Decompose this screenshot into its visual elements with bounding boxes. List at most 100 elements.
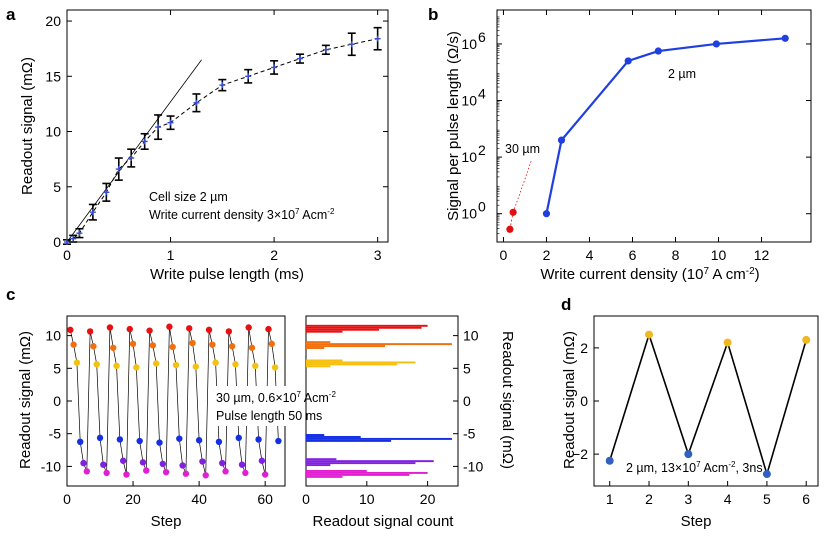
panel-c-annotation-line1: 30 µm, 0.6×107 Acm-2: [216, 390, 336, 405]
panel-c-data-point: [126, 325, 133, 333]
panel-b-data-point: [557, 136, 566, 144]
panel-c-histogram-bar: [306, 439, 392, 442]
panel-c-histogram-xtick-label: 20: [420, 491, 436, 507]
panel-c-data-point: [248, 344, 256, 351]
panel-c-histogram-ytick-label: 5: [463, 360, 471, 376]
panel-d-annotation: 2 µm, 13×107 Acm-2, 3ns: [626, 460, 763, 475]
panel-d-ytick-label: −2: [572, 446, 588, 462]
panel-letter-d: d: [561, 295, 571, 314]
panel-c-ytick-label: 5: [53, 360, 61, 376]
panel-c-xtick-label: 0: [63, 491, 71, 507]
panel-c-histogram-bar: [306, 343, 452, 346]
panel-a-ytick-label: 10: [45, 124, 61, 140]
panel-d-data-point: [605, 456, 614, 465]
panel-c-data-point: [152, 360, 160, 367]
panel-b-ytick-label: 10: [461, 206, 477, 222]
panel-c-histogram-bar: [306, 361, 416, 364]
panel-d-ylabel: Readout signal (mΩ): [561, 331, 578, 469]
panel-b-data-point: [712, 40, 720, 48]
panel-c-histogram-bar: [306, 434, 325, 436]
panel-c-data-point: [73, 359, 81, 366]
panel-c-data-point: [136, 437, 143, 445]
panel-b-30um-leader: [512, 159, 532, 213]
panel-c-data-point: [90, 343, 97, 350]
panel-c-histogram-bar: [306, 324, 428, 327]
panel-c-data-point: [83, 468, 91, 475]
panel-b-series-line-2um: [545, 37, 786, 214]
panel-c-data-point: [265, 325, 272, 333]
panel-c-annotation-line2: Pulse length 50 ms: [216, 409, 322, 423]
panel-d-xtick-label: 6: [802, 491, 810, 507]
panel-c-data-point: [228, 343, 236, 350]
panel-c-data-point: [186, 325, 193, 332]
panel-c-ytick-label: 10: [45, 328, 61, 344]
panel-c-annotation-bg: [212, 386, 342, 426]
panel-d-ytick-label: 2: [580, 340, 588, 356]
panel-c-data-point: [166, 323, 173, 330]
panel-c-data-point: [179, 462, 186, 469]
panel-d-xtick-label: 5: [763, 491, 771, 507]
panel-d-xtick-label: 1: [606, 491, 614, 507]
panel-c-histogram-bar: [306, 435, 361, 438]
panel-b-ytick-exponent: 0: [478, 199, 486, 215]
panel-c-data-point: [192, 363, 200, 370]
panel-a-ytick-label: 15: [45, 68, 61, 84]
panel-c-histogram-xtick-label: 10: [359, 491, 375, 507]
panel-c-ylabel: Readout signal (mΩ): [17, 331, 34, 469]
panel-b-data-point: [542, 210, 551, 218]
panel-c-histogram-ytick-label: -10: [463, 458, 483, 474]
panel-b-xlabel: Write current density (107 A cm-2): [540, 266, 759, 283]
panel-c-data-point: [252, 362, 259, 370]
panel-b-ytick-exponent: 4: [478, 86, 486, 102]
panel-c-data-point: [222, 468, 229, 475]
panel-c-data-point: [110, 344, 117, 351]
panel-c-data-point: [143, 467, 150, 474]
panel-letter-b: b: [428, 5, 438, 24]
panel-c-data-point: [67, 326, 74, 334]
panel-c-histogram-bar: [306, 341, 331, 344]
panel-b-data-point: [624, 57, 632, 65]
panel-c-xtick-label: 60: [257, 491, 273, 507]
panel-c-data-point: [232, 361, 239, 368]
panel-c-data-point: [172, 361, 180, 369]
panel-b-xtick-label: 0: [500, 247, 508, 263]
panel-c-data-point: [116, 436, 124, 443]
panel-c-xlabel: Step: [151, 513, 182, 530]
panel-c-data-point: [255, 436, 262, 443]
panel-a-ytick-label: 20: [45, 13, 61, 29]
panel-c-data-point: [275, 437, 282, 445]
panel-a-xtick-label: 1: [167, 247, 175, 263]
panel-a-linear-fit-line: [66, 59, 202, 243]
panel-c-histogram-bar: [306, 359, 343, 362]
panel-c-data-point: [86, 328, 94, 335]
panel-c-histogram-bar: [306, 471, 428, 474]
panel-c-histogram-ylabel: Readout signal (mΩ): [499, 331, 516, 469]
panel-c-data-point: [93, 361, 100, 368]
panel-c-data-point: [129, 340, 137, 348]
panel-c-data-point: [205, 326, 213, 334]
panel-c-histogram-ytick-label: 10: [463, 328, 479, 344]
panel-c-data-point: [268, 340, 275, 348]
panel-c-data-point: [189, 339, 196, 347]
panel-b-ytick-label: 10: [461, 149, 477, 165]
panel-c-xtick-label: 40: [191, 491, 207, 507]
panel-c-histogram-bar: [306, 475, 343, 478]
panel-c-data-point: [245, 324, 252, 331]
panel-c-data-point: [209, 341, 216, 348]
panel-c-data-point: [169, 343, 176, 351]
panel-c-histogram-ytick-label: 0: [463, 393, 471, 409]
panel-c-data-point: [238, 461, 246, 468]
panel-c-chart: 0 20 40 60 10 5 0 -5 -10 Step Readout signal (mΩ…: [17, 315, 342, 530]
panel-c-data-point: [123, 471, 130, 478]
panel-c-histogram-bar: [306, 464, 331, 467]
panel-letter-a: a: [6, 5, 16, 24]
panel-b-frame: [496, 9, 812, 243]
panel-c-data-point: [176, 435, 183, 442]
panel-c-histogram-bar: [306, 345, 386, 348]
panel-b-xtick-label: 2: [543, 247, 551, 263]
panel-c-histogram-bar: [306, 437, 452, 440]
panel-b-label-2um: 2 µm: [668, 67, 696, 81]
panel-b-ytick-exponent: 6: [478, 29, 486, 45]
panel-a-annotation-line1: Cell size 2 µm: [149, 190, 228, 204]
panel-c-data-point: [149, 342, 157, 349]
